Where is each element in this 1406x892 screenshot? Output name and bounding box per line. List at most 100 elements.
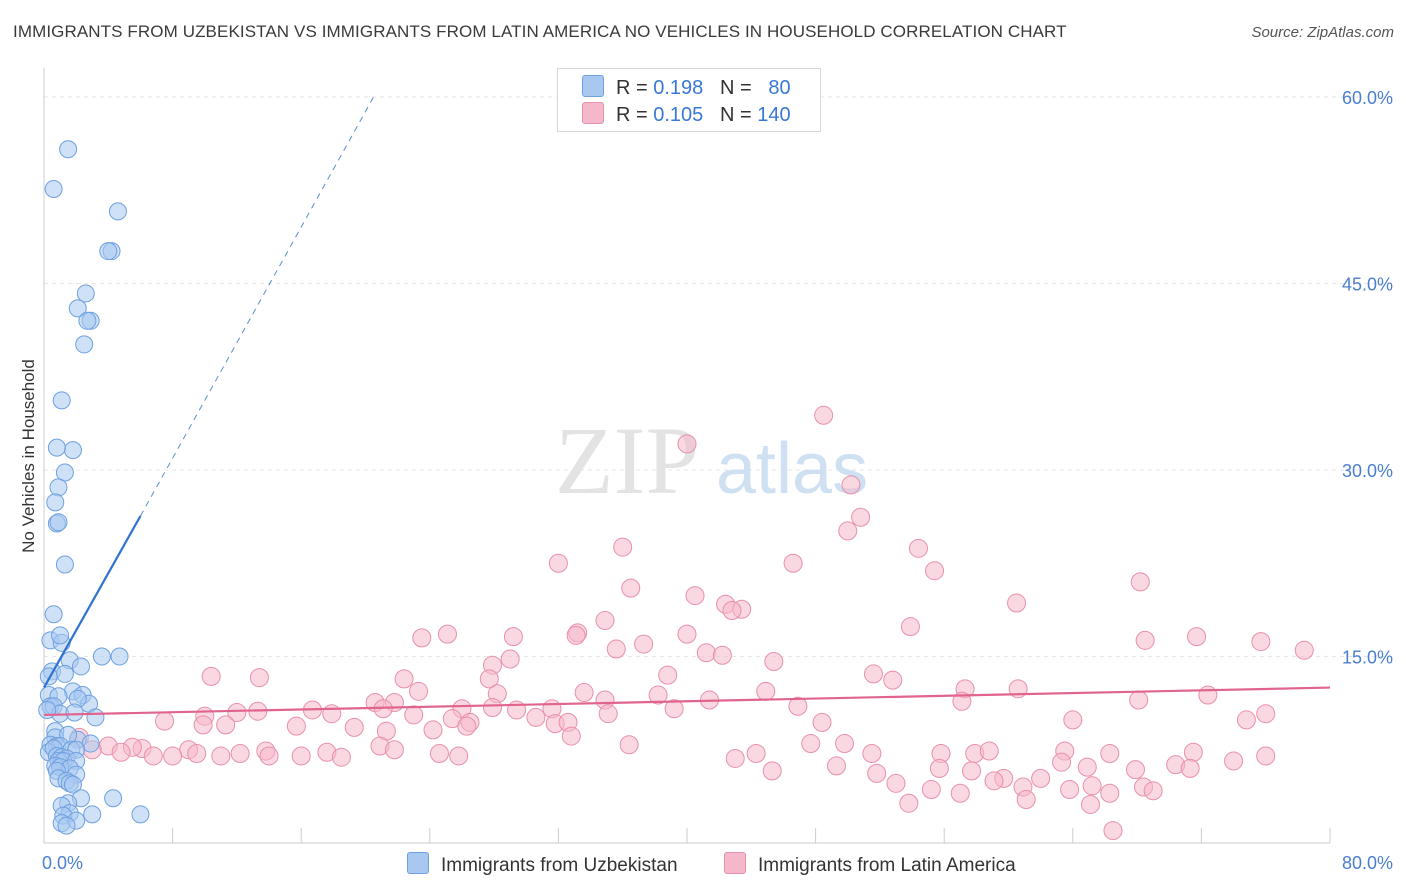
latin-america-point (548, 553, 568, 573)
latin-america-point (482, 697, 502, 717)
latin-america-point (664, 699, 684, 719)
uzbekistan-point (44, 180, 63, 199)
latin-america-point (1103, 821, 1123, 841)
uzbekistan-trend-extension (140, 96, 374, 517)
uzbekistan-point (65, 703, 84, 722)
latin-america-point (1016, 789, 1036, 809)
latin-america-point (764, 651, 784, 671)
latin-america-point (962, 761, 982, 781)
latin-america-point (1031, 768, 1051, 788)
latin-america-point (1082, 776, 1102, 796)
latin-america-point (812, 712, 832, 732)
legend-row-latin-america: R = 0.105 N = 140 (582, 102, 791, 128)
uzbekistan-trend-line (43, 515, 142, 689)
uzbekistan-point (49, 513, 68, 532)
latin-america-point (826, 756, 846, 776)
legend-r-value: 0.105 (653, 104, 704, 126)
latin-america-point (322, 704, 342, 724)
latin-america-point (984, 771, 1004, 791)
latin-america-point (685, 586, 705, 606)
trend-lines (43, 96, 1331, 717)
latin-america-point (187, 743, 207, 763)
legend-n-label: N = (719, 77, 752, 99)
latin-america-point (613, 537, 633, 557)
latin-america-point (404, 705, 424, 725)
uzbekistan-point (76, 284, 95, 303)
latin-america-point (227, 702, 247, 722)
latin-america-point (449, 746, 469, 766)
latin-america-point (851, 507, 871, 527)
legend-n-value: 80 (768, 77, 791, 99)
latin-america-point (1077, 757, 1097, 777)
latin-america-point (1224, 751, 1244, 771)
latin-america-point (1143, 781, 1163, 801)
latin-america-point (756, 681, 776, 701)
uzbekistan-point (131, 805, 150, 824)
uzbekistan-point (104, 789, 123, 808)
latin-america-point (1294, 640, 1314, 660)
latin-america-point (783, 553, 803, 573)
latin-america-point (952, 691, 972, 711)
legend-row-uzbekistan: R = 0.198 N = 80 (582, 75, 791, 101)
latin-america-point (835, 734, 855, 754)
uzbekistan-point (110, 647, 129, 666)
y-axis-label: No Vehicles in Household (19, 359, 38, 553)
latin-america-point (712, 645, 732, 665)
latin-america-point (801, 734, 821, 754)
bottom-legend-uzbekistan: Immigrants from Uzbekistan (407, 852, 678, 877)
latin-america-point (437, 624, 457, 644)
latin-america-point (1180, 758, 1200, 778)
latin-america-point (595, 610, 615, 630)
latin-america-point (1236, 710, 1256, 730)
uzbekistan-point (44, 605, 63, 624)
legend-n-label: N = (719, 104, 752, 126)
uzbekistan-point (57, 816, 76, 835)
latin-america-point (900, 617, 920, 637)
latin-america-point (725, 748, 745, 768)
series-uzbekistan-points (38, 140, 150, 835)
latin-america-point (1080, 794, 1100, 814)
y-tick-label: 30.0% (1342, 461, 1393, 481)
latin-america-point (291, 746, 311, 766)
latin-america-point (1187, 627, 1207, 647)
watermark: ZIP atlas (555, 407, 868, 514)
uzbekistan-point (63, 441, 82, 460)
latin-america-point (1100, 783, 1120, 803)
bottom-legend-latin-america: Immigrants from Latin America (724, 852, 1016, 877)
latin-america-point (331, 747, 351, 767)
latin-america-point (1251, 632, 1271, 652)
latin-america-point (574, 683, 594, 703)
legend-r-label: R = (616, 104, 648, 126)
source-credit: Source: ZipAtlas.com (1251, 24, 1394, 41)
latin-america-point (788, 696, 808, 716)
latin-america-point (286, 716, 306, 736)
bottom-legend-swatch-uzbekistan (407, 852, 429, 874)
latin-america-point (908, 538, 928, 558)
latin-america-point (230, 743, 250, 763)
legend-swatch-uzbekistan (582, 75, 604, 97)
uzbekistan-point (59, 140, 78, 159)
latin-america-point (979, 741, 999, 761)
legend-r-label: R = (616, 77, 648, 99)
legend: R = 0.198 N = 80 R = 0.105 N = 140 (557, 68, 821, 132)
latin-america-point (619, 735, 639, 755)
latin-america-point (648, 685, 668, 705)
latin-america-point (621, 578, 641, 598)
latin-america-point (216, 715, 236, 735)
latin-america-point (598, 704, 618, 724)
latin-america-point (479, 669, 499, 689)
watermark-zip: ZIP (555, 407, 699, 514)
latin-america-point (143, 746, 163, 766)
latin-america-point (925, 561, 945, 581)
uzbekistan-point (68, 299, 87, 318)
latin-america-point (1007, 593, 1027, 613)
latin-america-point (814, 405, 834, 425)
latin-america-point (950, 783, 970, 803)
gridlines (44, 96, 1395, 657)
latin-america-point (429, 743, 449, 763)
uzbekistan-point (78, 311, 97, 330)
legend-n-value: 140 (757, 104, 791, 126)
latin-america-point (899, 793, 919, 813)
y-tick-label: 45.0% (1342, 275, 1393, 295)
latin-america-point (677, 434, 697, 454)
